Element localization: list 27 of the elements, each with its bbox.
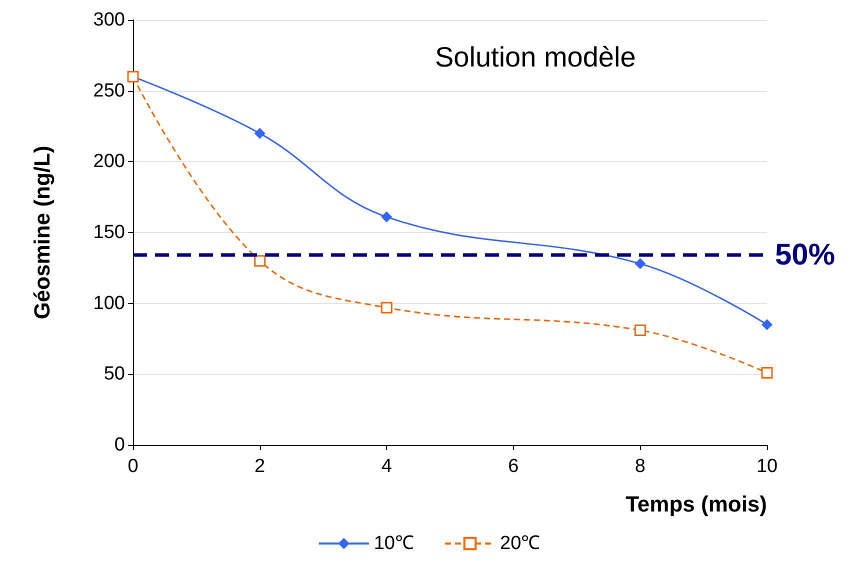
point [634, 324, 646, 336]
x-tick-label: 4 [381, 456, 392, 477]
x-tick-label: 2 [254, 456, 266, 477]
point [254, 255, 266, 267]
text: Solution modèle [435, 42, 636, 72]
point [254, 128, 266, 139]
point [762, 319, 772, 330]
point [380, 302, 392, 314]
x-tick-label: 8 [634, 456, 646, 477]
x-axis-title: Temps (mois) [626, 492, 767, 516]
x-tick-label: 10 [756, 456, 778, 477]
y-tick-label: 0 [114, 434, 125, 456]
y-tick-label: 200 [93, 151, 125, 172]
y-tick-label: 50 [104, 364, 125, 385]
legend-label: 20℃ [500, 533, 540, 554]
point [761, 367, 773, 378]
y-tick-label: 100 [93, 292, 125, 314]
y-tick-label: 250 [93, 80, 125, 102]
annotation: 50% [775, 238, 836, 272]
x-tick-label: 0 [128, 456, 138, 477]
point [634, 258, 646, 270]
legend-label: 10℃ [374, 533, 414, 554]
y-axis-title: Géosmine (ng/L) [30, 146, 54, 320]
point [381, 211, 392, 222]
x-tick-label: 6 [508, 456, 519, 477]
y-tick-label: 300 [93, 10, 125, 30]
y-tick-label: 150 [93, 222, 125, 243]
